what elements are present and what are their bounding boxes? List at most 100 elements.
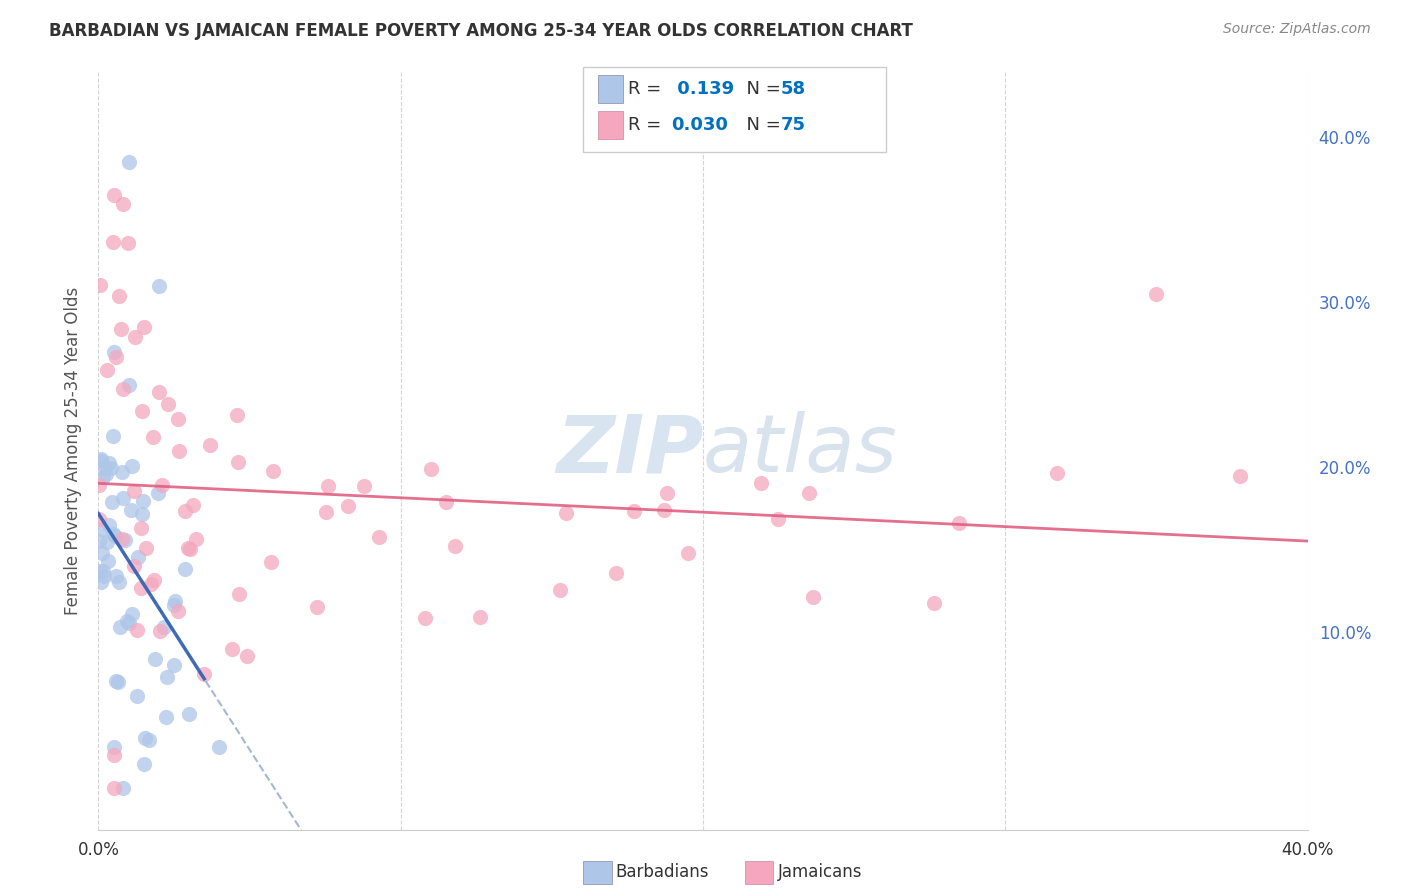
Point <box>87 564 110 578</box>
Text: R =: R = <box>628 116 668 134</box>
Point <box>148 278 170 293</box>
Point <box>127 549 149 564</box>
Point <box>176 541 198 555</box>
Point <box>111 532 134 546</box>
Point <box>121 458 143 473</box>
Point <box>111 491 134 505</box>
Point <box>90 454 112 468</box>
Point <box>103 781 125 796</box>
Point <box>98 456 121 470</box>
Point <box>259 555 281 569</box>
Point <box>118 155 141 169</box>
Point <box>98 517 121 532</box>
Point <box>108 620 131 634</box>
Point <box>163 593 186 607</box>
Point <box>124 559 146 574</box>
Point <box>101 235 124 249</box>
Point <box>117 615 139 629</box>
Point <box>228 587 250 601</box>
Text: Source: ZipAtlas.com: Source: ZipAtlas.com <box>1223 22 1371 37</box>
Point <box>132 756 155 771</box>
Point <box>132 319 155 334</box>
Point <box>100 460 122 475</box>
Point <box>96 467 118 482</box>
Point <box>149 624 172 638</box>
Point <box>167 444 190 458</box>
Point <box>193 666 215 681</box>
Point <box>221 642 243 657</box>
Point <box>353 479 375 493</box>
Point <box>801 591 824 605</box>
Point <box>104 528 127 542</box>
Point <box>155 710 177 724</box>
Point <box>948 516 970 531</box>
Point <box>104 350 127 364</box>
Point <box>150 478 173 492</box>
Point <box>90 574 112 589</box>
Point <box>146 486 169 500</box>
Point <box>605 566 627 580</box>
Point <box>152 620 174 634</box>
Point <box>174 562 197 576</box>
Point <box>101 429 124 443</box>
Point <box>156 670 179 684</box>
Point <box>200 438 222 452</box>
Point <box>470 609 492 624</box>
Text: N =: N = <box>735 116 787 134</box>
Point <box>112 197 135 211</box>
Point <box>103 188 125 202</box>
Point <box>186 532 208 546</box>
Point <box>90 452 112 467</box>
Point <box>134 731 156 746</box>
Point <box>305 600 328 615</box>
Point <box>96 535 118 549</box>
Text: BARBADIAN VS JAMAICAN FEMALE POVERTY AMONG 25-34 YEAR OLDS CORRELATION CHART: BARBADIAN VS JAMAICAN FEMALE POVERTY AMO… <box>49 22 912 40</box>
Point <box>103 740 125 755</box>
Point <box>163 657 186 672</box>
Point <box>111 382 134 396</box>
Text: R =: R = <box>628 80 668 98</box>
Point <box>105 569 128 583</box>
Point <box>118 377 141 392</box>
Point <box>87 478 110 492</box>
Point <box>89 533 111 548</box>
Point <box>89 512 111 526</box>
Point <box>121 607 143 621</box>
Point <box>141 577 163 591</box>
Point <box>118 616 141 631</box>
Point <box>91 470 114 484</box>
Point <box>131 508 153 522</box>
Point <box>766 512 789 526</box>
Point <box>444 539 467 553</box>
Point <box>91 565 114 579</box>
Point <box>107 674 129 689</box>
Point <box>1046 466 1069 480</box>
Point <box>1229 468 1251 483</box>
Point <box>90 522 112 536</box>
Point <box>922 596 945 610</box>
Point <box>94 461 117 475</box>
Point <box>90 546 112 560</box>
Point <box>156 397 179 411</box>
Point <box>127 623 149 637</box>
Point <box>315 505 337 519</box>
Point <box>655 485 678 500</box>
Y-axis label: Female Poverty Among 25-34 Year Olds: Female Poverty Among 25-34 Year Olds <box>63 286 82 615</box>
Text: 75: 75 <box>780 116 806 134</box>
Point <box>420 462 443 476</box>
Point <box>179 707 201 722</box>
Point <box>181 498 204 512</box>
Text: 58: 58 <box>780 80 806 98</box>
Point <box>135 541 157 555</box>
Point <box>413 611 436 625</box>
Point <box>132 494 155 508</box>
Point <box>114 533 136 547</box>
Text: Jamaicans: Jamaicans <box>778 863 862 881</box>
Text: atlas: atlas <box>703 411 898 490</box>
Point <box>110 322 132 336</box>
Text: ZIP: ZIP <box>555 411 703 490</box>
Point <box>678 546 700 560</box>
Point <box>167 412 190 426</box>
Point <box>236 648 259 663</box>
Point <box>368 530 391 544</box>
